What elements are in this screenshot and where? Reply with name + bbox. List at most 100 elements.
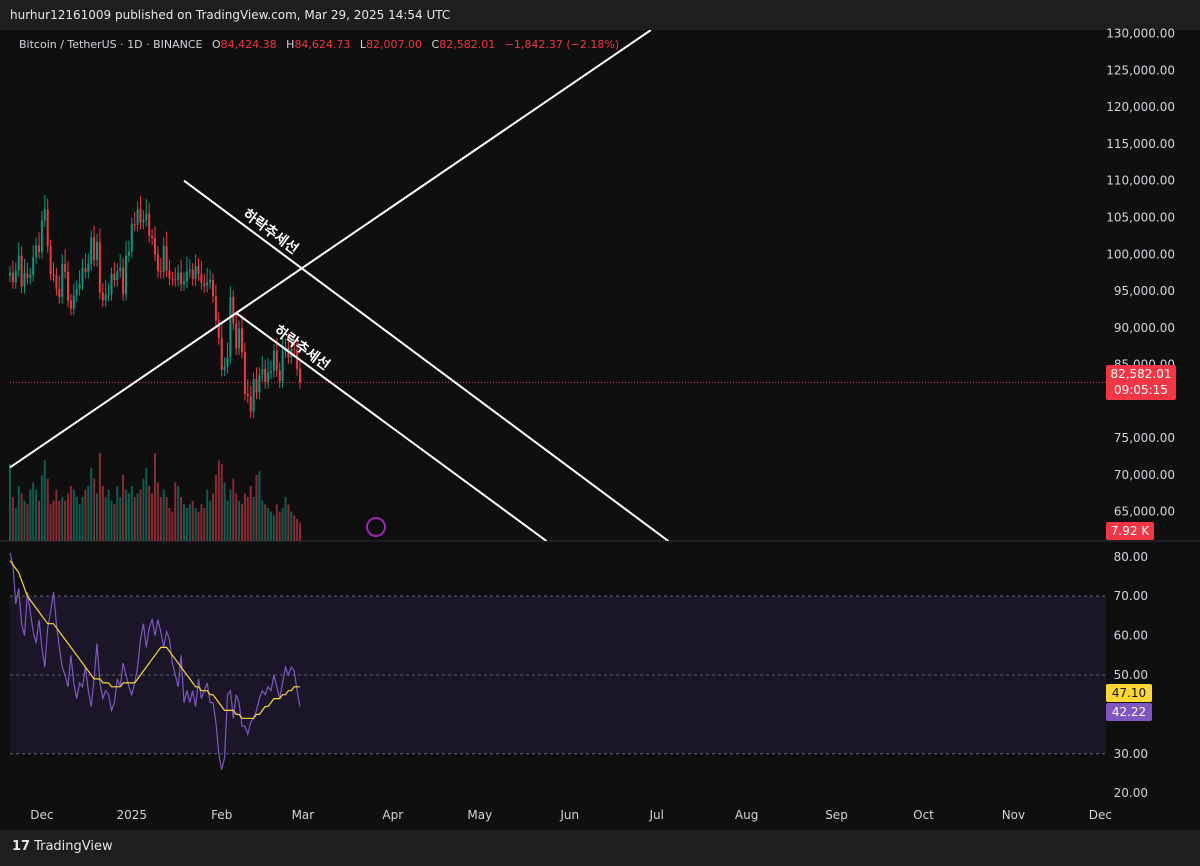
price-axis-tick: 105,000.00 (1106, 210, 1175, 224)
volume-bar (90, 467, 93, 541)
candle-body (75, 288, 78, 296)
volume-bar (188, 504, 191, 541)
price-axis-tick: 115,000.00 (1106, 137, 1175, 151)
candle-body (261, 368, 264, 375)
candle-body (40, 220, 43, 253)
candle-body (272, 350, 275, 372)
candle-body (78, 283, 81, 289)
flash-icon (366, 517, 386, 537)
candle-body (151, 235, 154, 239)
volume-bar (296, 519, 299, 541)
candle-body (104, 294, 107, 301)
volume-bar (113, 504, 116, 541)
volume-bar (81, 497, 84, 541)
candle-body (61, 263, 64, 297)
time-axis-tick: Oct (913, 808, 934, 822)
candle-body (81, 268, 84, 284)
volume-bar (58, 500, 61, 541)
tv-logo-icon: 17 (12, 839, 31, 854)
price-axis-tick: 125,000.00 (1106, 63, 1175, 77)
published-info: hurhur12161009 published on TradingView.… (10, 8, 451, 22)
volume-bar (107, 489, 110, 541)
volume-bar (249, 486, 252, 541)
price-axis-tick: 120,000.00 (1106, 100, 1175, 114)
low-label: L (359, 38, 367, 51)
rsi-value-tag: 42.22 (1106, 703, 1152, 721)
candle-body (14, 270, 17, 283)
candle-body (229, 296, 232, 358)
volume-bar (75, 497, 78, 541)
candle-body (96, 241, 98, 261)
volume-bar (133, 497, 136, 541)
time-axis-tick: Apr (382, 808, 403, 822)
candle-body (267, 372, 270, 383)
volume-bar (275, 504, 278, 541)
candle-body (127, 251, 130, 256)
candle-body (162, 246, 165, 272)
volume-bar (191, 500, 194, 541)
volume-bar (55, 489, 58, 541)
candle-body (136, 209, 139, 225)
volume-bar (145, 467, 148, 541)
candle-body (49, 246, 52, 275)
candle-body (122, 267, 125, 294)
candle-body (87, 263, 90, 272)
price-axis-tick: 100,000.00 (1106, 247, 1175, 261)
volume-bar (64, 500, 67, 541)
volume-bar (174, 482, 177, 541)
volume-bar (293, 515, 296, 541)
volume-bar (67, 493, 69, 541)
candle-body (148, 213, 151, 236)
volume-bar (284, 497, 287, 541)
rsi-axis-tick: 70.00 (1114, 589, 1148, 603)
volume-bar (49, 504, 52, 541)
volume-bar (84, 489, 87, 541)
volume-bar (243, 493, 246, 541)
volume-bar (264, 504, 267, 541)
candle-body (212, 279, 214, 297)
rsi-axis-tick: 80.00 (1114, 550, 1148, 564)
candle-body (159, 271, 162, 273)
candle-body (43, 209, 46, 221)
candle-body (101, 292, 104, 301)
volume-bar (171, 511, 174, 541)
candle-body (23, 273, 26, 287)
candle-body (125, 255, 127, 294)
volume-bar (46, 478, 49, 541)
time-axis-tick: Sep (825, 808, 848, 822)
volume-bar (281, 508, 284, 541)
candle-body (29, 274, 32, 278)
candle-body (20, 255, 23, 287)
last-price: 82,582.01 (1110, 367, 1172, 381)
volume-bar (156, 482, 159, 541)
candle-body (93, 237, 96, 261)
candle-body (130, 224, 133, 252)
open-label: O (212, 38, 221, 51)
candle-body (67, 271, 69, 301)
volume-bar (299, 522, 301, 541)
close-value: 82,582.01 (439, 38, 496, 51)
volume-bar (258, 471, 261, 541)
volume-bar (177, 486, 180, 541)
candle-body (110, 274, 113, 294)
trendline (9, 30, 652, 469)
volume-bar (26, 504, 29, 541)
candle-body (270, 371, 272, 373)
volume-bar (220, 464, 223, 541)
volume-bar (139, 489, 142, 541)
candle-body (119, 267, 122, 272)
volume-bar (246, 497, 249, 541)
price-axis-tick: 130,000.00 (1106, 27, 1175, 41)
trendline (235, 312, 548, 541)
candle-body (64, 263, 67, 272)
candle-body (243, 352, 246, 394)
volume-bar (200, 504, 203, 541)
candle-body (58, 288, 61, 297)
volume-bar (69, 486, 72, 541)
time-axis-tick: Aug (735, 808, 758, 822)
volume-bar (119, 497, 122, 541)
tradingview-logo[interactable]: 17 TradingView (12, 839, 113, 854)
volume-bar (104, 497, 107, 541)
volume-bar (194, 508, 197, 541)
